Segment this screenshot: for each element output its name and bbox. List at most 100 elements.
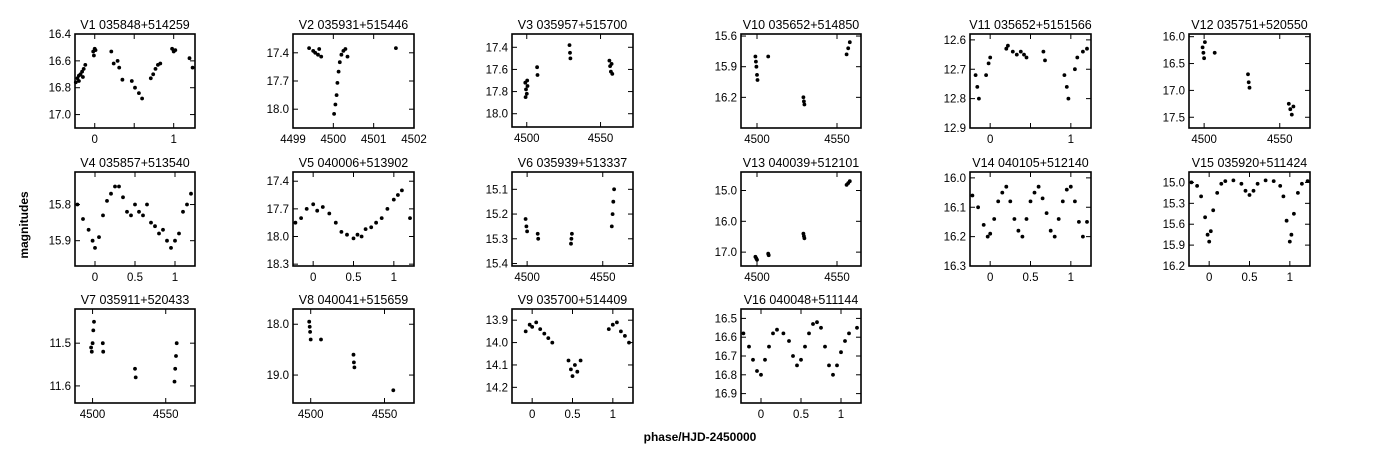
data-point (400, 188, 404, 193)
data-point (1263, 178, 1268, 183)
data-point (385, 207, 390, 211)
plot-frame (74, 171, 196, 267)
data-point (190, 65, 195, 70)
data-point (352, 365, 357, 370)
plot-frame (511, 308, 634, 404)
data-point (802, 102, 807, 107)
y-tick-label: 12.9 (944, 123, 966, 135)
y-tick-label: 19.0 (267, 370, 289, 382)
data-point (1246, 72, 1250, 77)
y-tick-label: 16.3 (944, 261, 966, 273)
data-point (141, 213, 145, 218)
data-point (759, 372, 763, 377)
data-point (133, 202, 137, 207)
data-point (120, 77, 125, 82)
data-point (1012, 217, 1017, 221)
data-point (89, 345, 93, 350)
data-point (1016, 228, 1021, 233)
plot-frame (969, 33, 1092, 129)
data-point (988, 55, 993, 60)
data-point (819, 325, 823, 330)
data-point (839, 350, 843, 355)
data-point (611, 199, 616, 204)
y-tick-label: 13.9 (486, 315, 508, 327)
data-point (755, 369, 759, 373)
panel-title: V14 040105+512140 (972, 156, 1088, 170)
data-point (91, 328, 96, 333)
panel-8: V5 040006+513902 0 0.5 1 17.4 17.7 18.0 18.3 (267, 156, 415, 284)
data-point (81, 75, 85, 79)
data-point (530, 325, 535, 329)
data-point (101, 213, 105, 218)
y-tick-label: 16.2 (1163, 261, 1185, 273)
data-point (337, 60, 342, 65)
data-point (1060, 199, 1065, 204)
x-tick-label: 0.5 (346, 272, 362, 284)
data-point (1243, 188, 1248, 193)
data-point (568, 50, 572, 55)
data-point (1281, 194, 1286, 199)
data-point (1287, 239, 1292, 244)
data-point (823, 344, 827, 349)
data-point (307, 46, 311, 50)
data-point (767, 344, 771, 349)
data-point (1032, 190, 1037, 195)
y-tick-label: 15.3 (1163, 198, 1185, 210)
data-point (117, 65, 122, 70)
y-tick-label: 16.1 (944, 202, 966, 214)
panel-9: V6 035939+513337 4500 4550 15.1 15.2 15.3 15.4 (486, 156, 634, 284)
plot-frame (292, 33, 415, 129)
y-tick-label: 15.9 (1163, 240, 1185, 252)
data-point (307, 324, 312, 329)
data-point (847, 40, 852, 45)
x-tick-label: 4500 (298, 409, 324, 421)
data-point (536, 236, 541, 241)
y-tick-label: 18.3 (267, 259, 289, 271)
data-point (151, 72, 156, 77)
data-point (137, 91, 141, 95)
data-point (391, 197, 396, 202)
data-point (609, 224, 614, 229)
data-point (791, 354, 795, 358)
plot-frame (1188, 171, 1311, 267)
data-point (1205, 232, 1210, 237)
data-point (86, 227, 91, 232)
data-point (988, 231, 993, 236)
data-point (93, 48, 98, 52)
panel-12: V15 035920+511424 0 0.5 1 15.0 15.3 15.6 15.9 16… (1163, 156, 1311, 284)
panel-11: V14 040105+512140 0 0.5 1 16.0 16.1 16.2 16.3 (944, 156, 1092, 284)
x-tick-label: 0 (310, 272, 316, 284)
data-point (1043, 58, 1047, 63)
y-tick-label: 18.0 (267, 319, 289, 331)
data-point (1251, 188, 1256, 193)
data-point (1064, 85, 1069, 89)
data-point (1300, 181, 1304, 186)
data-point (137, 209, 141, 214)
x-tick-label: 1 (391, 272, 397, 284)
data-point (145, 202, 149, 207)
data-point (89, 349, 94, 354)
panel-7: V4 035857+513540 0 0.5 1 15.8 15.9 (49, 156, 196, 284)
x-tick-label: 0 (987, 272, 993, 284)
data-point (148, 76, 153, 81)
data-point (627, 340, 631, 345)
data-point (831, 372, 835, 377)
data-point (173, 48, 178, 52)
plot-frame (74, 308, 196, 404)
data-point (343, 47, 348, 51)
x-tick-label: 4499 (280, 134, 306, 146)
data-point (1195, 184, 1199, 188)
data-point (1289, 112, 1294, 117)
x-tick-label: 4550 (588, 133, 614, 145)
plot-frame (511, 33, 634, 128)
x-tick-label: 1 (1068, 272, 1074, 284)
panel-2: V2 035931+515446 4499 4500 4501 4502 17.4 17.7… (267, 18, 427, 146)
data-point (174, 341, 179, 346)
data-point (369, 225, 374, 230)
data-point (1202, 56, 1206, 61)
data-point (345, 232, 349, 237)
x-tick-label: 4500 (514, 133, 540, 145)
data-point (799, 357, 803, 362)
data-point (177, 231, 181, 236)
y-tick-label: 18.0 (267, 104, 289, 116)
